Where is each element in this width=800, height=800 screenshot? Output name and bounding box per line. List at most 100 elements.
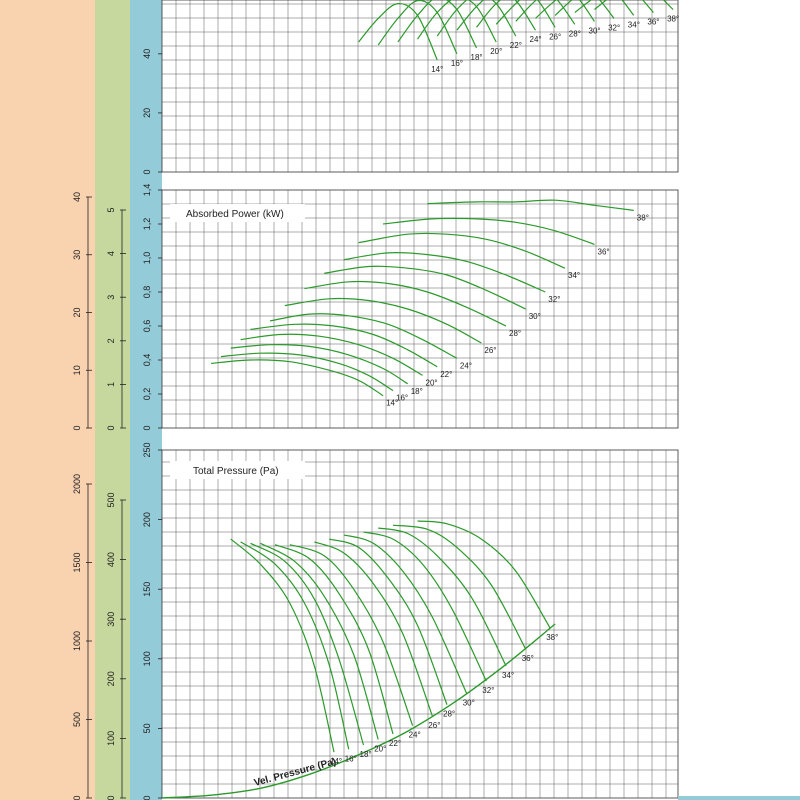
y-tick-label-2-3: 150: [142, 582, 152, 597]
y-tick-label-1-5: 1,0: [142, 252, 152, 265]
series-label-1-11: 36°: [598, 247, 610, 256]
series-line-2-5: [289, 544, 414, 726]
series-label-2-12: 38°: [546, 633, 558, 642]
upper-green-tick-1: 1: [106, 382, 116, 387]
y-tick-label-2-4: 200: [142, 512, 152, 527]
series-line-1-5: [270, 313, 458, 359]
series-label-1-10: 34°: [568, 271, 580, 280]
upper-green-tick-3: 3: [106, 295, 116, 300]
blue-axis-band: [130, 0, 162, 800]
series-line-2-1: [240, 541, 350, 750]
curve-layer: [161, 0, 674, 799]
y-tick-label-2-0: 0: [142, 795, 152, 800]
bottom-strip: [678, 796, 800, 800]
series-label-0-5: 24°: [530, 35, 542, 44]
upper-orange-tick-3: 30: [72, 250, 82, 260]
lower-orange-tick-4: 2000: [72, 474, 82, 494]
series-line-2-11: [392, 524, 527, 650]
series-label-1-3: 20°: [426, 378, 438, 387]
lower-green-tick-3: 300: [106, 612, 116, 627]
upper-orange-tick-4: 40: [72, 192, 82, 202]
series-line-1-0: [211, 359, 384, 397]
vel-pressure-line: [161, 623, 556, 799]
lower-green-tick-2: 200: [106, 671, 116, 686]
panel-frame: [161, 449, 679, 799]
y-tick-label-1-2: 0,4: [142, 354, 152, 367]
series-label-2-9: 32°: [482, 686, 494, 695]
y-tick-label-1-0: 0: [142, 425, 152, 430]
upper-green-tick-5: 5: [106, 207, 116, 212]
series-label-1-2: 18°: [411, 387, 423, 396]
lower-orange-tick-0: 0: [72, 795, 82, 800]
series-label-1-9: 32°: [548, 295, 560, 304]
panel-frame: [161, 0, 679, 173]
series-label-1-6: 26°: [484, 346, 496, 355]
y-tick-label-0-0: 0: [142, 169, 152, 174]
series-line-1-12: [427, 199, 634, 211]
series-label-0-7: 28°: [569, 29, 581, 38]
series-line-1-9: [343, 251, 546, 293]
series-label-0-11: 36°: [647, 18, 659, 27]
series-line-2-0: [230, 538, 335, 753]
orange-axis-band: [0, 0, 95, 800]
series-label-1-8: 30°: [529, 312, 541, 321]
series-line-2-12: [417, 520, 551, 629]
y-tick-label-0-1: 20: [142, 108, 152, 118]
label-layer: 14°16°18°20°22°24° 26° 28° 30° 32° 34° 36° 38°1…: [330, 15, 679, 767]
absorbed-power-title-box: [170, 204, 305, 222]
series-line-0-8: [515, 0, 595, 22]
series-label-2-1: 16°: [345, 754, 357, 763]
y-tick-label-1-4: 0,8: [142, 286, 152, 299]
green-axis-band: [95, 0, 130, 800]
series-line-0-0: [358, 2, 438, 61]
series-label-2-3: 20°: [374, 745, 386, 754]
series-line-0-7: [495, 0, 576, 25]
upper-green-tick-2: 2: [106, 338, 116, 343]
y-tick-label-1-6: 1,2: [142, 218, 152, 231]
series-line-1-1: [220, 352, 394, 392]
series-label-0-0: 14°: [431, 65, 443, 74]
series-label-0-10: 34°: [628, 20, 640, 29]
y-tick-label-2-2: 100: [142, 651, 152, 666]
y-tick-label-1-3: 0,6: [142, 320, 152, 333]
total-pressure-title-box: [170, 461, 305, 479]
series-label-2-11: 36°: [522, 654, 534, 663]
upper-orange-tick-2: 20: [72, 307, 82, 317]
series-label-0-1: 16°: [451, 59, 463, 68]
series-line-1-6: [284, 297, 482, 344]
series-label-1-1: 16°: [396, 394, 408, 403]
series-label-1-5: 24°: [460, 361, 472, 370]
series-line-1-2: [230, 344, 409, 385]
grid-layer: [161, 0, 800, 800]
y-tick-label-2-5: 250: [142, 442, 152, 457]
series-label-2-7: 28°: [443, 710, 455, 719]
series-label-2-6: 26°: [428, 721, 440, 730]
series-label-0-3: 20°: [490, 47, 502, 56]
series-label-1-7: 28°: [509, 329, 521, 338]
series-label-2-0: 14°: [330, 757, 342, 766]
series-line-1-11: [383, 217, 595, 245]
series-line-2-9: [363, 531, 487, 682]
lower-orange-tick-1: 500: [72, 712, 82, 727]
series-line-0-2: [397, 0, 478, 49]
series-line-0-11: [574, 0, 654, 13]
lower-orange-tick-2: 1000: [72, 631, 82, 651]
series-line-2-8: [343, 534, 468, 694]
series-line-2-6: [314, 541, 433, 717]
series-label-0-8: 30°: [589, 26, 601, 35]
series-line-1-3: [240, 333, 423, 376]
series-label-0-12: 38°: [667, 15, 679, 24]
series-label-2-10: 34°: [502, 671, 514, 680]
axis-layer: 0204000,20,40,60,81,01,21,40501001502002…: [72, 49, 162, 800]
panel-frame: [161, 189, 679, 429]
series-line-0-9: [535, 0, 615, 19]
series-line-0-5: [456, 0, 536, 31]
upper-green-tick-4: 4: [106, 251, 116, 256]
series-label-2-2: 18°: [360, 750, 372, 759]
lower-green-tick-4: 400: [106, 552, 116, 567]
lower-orange-tick-3: 1500: [72, 552, 82, 572]
absorbed-power-title: Absorbed Power (kW): [186, 209, 284, 220]
upper-orange-tick-1: 10: [72, 365, 82, 375]
y-tick-label-1-7: 1,4: [142, 184, 152, 197]
